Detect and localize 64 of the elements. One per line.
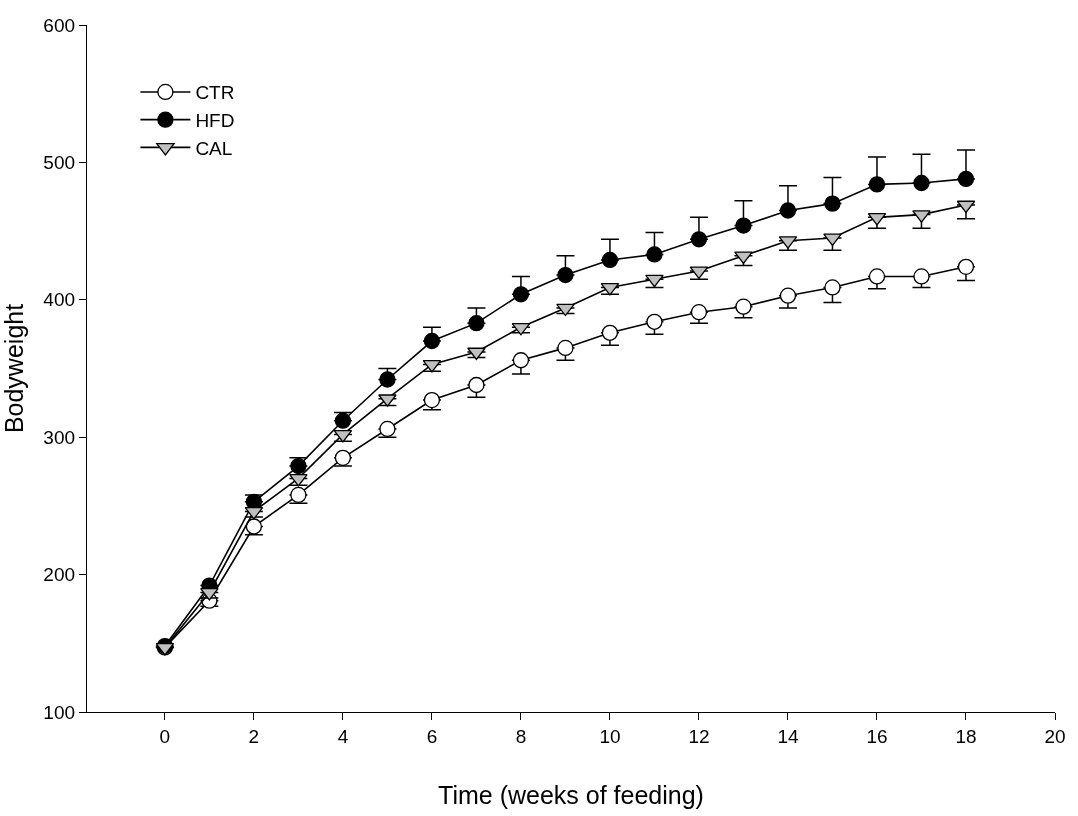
point — [690, 231, 708, 248]
point — [557, 266, 574, 284]
legend-label: CAL — [195, 137, 233, 159]
point — [468, 376, 485, 394]
y-tick-label: 400 — [43, 289, 76, 311]
point — [913, 268, 930, 285]
point — [468, 315, 485, 332]
x-tick-label: 10 — [599, 725, 621, 747]
point — [867, 212, 887, 226]
y-tick-label: 500 — [43, 152, 76, 174]
x-tick-label: 8 — [515, 725, 527, 747]
point — [379, 371, 396, 388]
point — [868, 268, 886, 285]
point — [601, 251, 619, 269]
point — [956, 200, 976, 214]
point — [245, 518, 263, 535]
y-tick-label: 200 — [43, 564, 76, 586]
point — [824, 279, 841, 296]
point — [823, 233, 842, 247]
point — [467, 347, 486, 361]
x-tick-label: 14 — [777, 725, 799, 747]
point — [735, 298, 752, 315]
y-tick-label: 100 — [43, 701, 76, 723]
point — [645, 274, 664, 288]
point — [512, 352, 530, 369]
point — [646, 313, 663, 330]
point — [601, 324, 619, 341]
x-tick-label: 16 — [866, 725, 888, 747]
x-tick-label: 2 — [248, 725, 260, 747]
y-tick-label: 300 — [43, 426, 76, 448]
point — [824, 195, 841, 212]
point — [868, 176, 886, 193]
point — [556, 303, 575, 317]
x-tick-label: 6 — [426, 725, 438, 747]
x-axis-title: Time (weeks of feeding) — [438, 780, 704, 809]
point — [557, 339, 574, 357]
x-tick-label: 0 — [159, 725, 171, 747]
point — [423, 391, 441, 409]
x-tick-label: 4 — [337, 725, 349, 747]
point — [689, 266, 709, 280]
point — [423, 332, 441, 350]
point — [422, 359, 442, 373]
point — [690, 304, 708, 321]
point — [290, 486, 307, 504]
y-axis-title: Bodyweight — [0, 303, 28, 434]
point — [779, 202, 797, 219]
legend-label: HFD — [195, 110, 235, 132]
point — [334, 412, 352, 429]
point — [957, 258, 975, 275]
point — [379, 420, 396, 438]
y-tick-label: 600 — [43, 14, 76, 36]
point — [290, 457, 307, 475]
x-tick-label: 12 — [688, 725, 710, 747]
point — [334, 449, 352, 466]
point — [735, 217, 752, 234]
point — [957, 170, 975, 188]
point — [646, 246, 663, 263]
legend-label: CTR — [195, 82, 235, 104]
point — [512, 286, 530, 303]
point — [511, 322, 531, 336]
point — [779, 287, 797, 304]
x-tick-label: 18 — [955, 725, 977, 747]
point — [913, 174, 930, 192]
x-tick-label: 20 — [1044, 725, 1066, 747]
